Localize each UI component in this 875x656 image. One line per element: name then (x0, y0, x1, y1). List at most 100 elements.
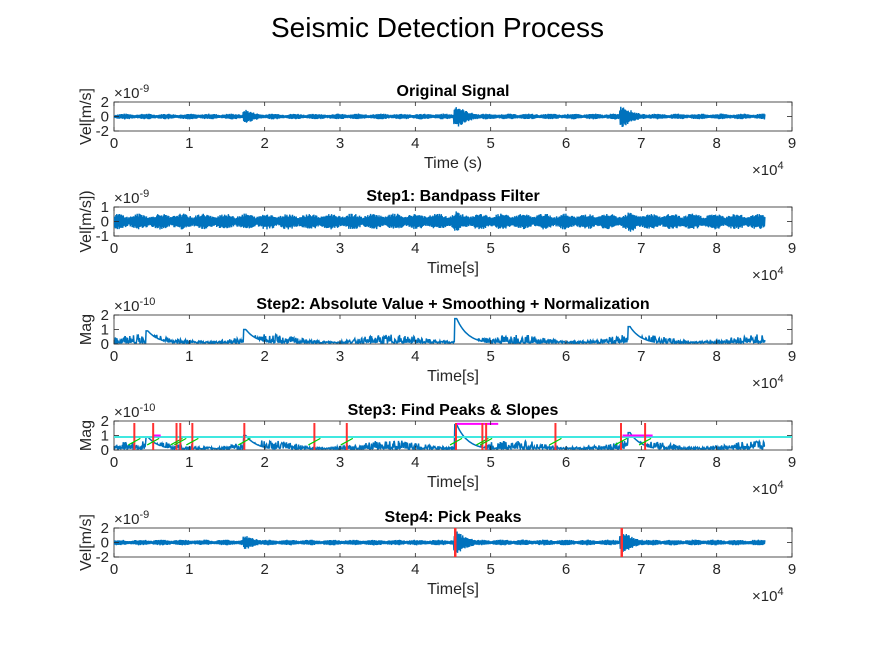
x-tick-label: 1 (185, 135, 193, 152)
signal-trace (114, 106, 766, 128)
trend-segment (638, 437, 652, 446)
y-exponent-label: ×10-10 (114, 296, 155, 315)
x-tick-label: 5 (486, 561, 494, 578)
y-tick-label: 2 (101, 307, 109, 324)
x-tick-label: 8 (712, 561, 720, 578)
y-tick-label: 1 (101, 322, 109, 339)
plot-area (114, 317, 766, 344)
x-tick-label: 4 (411, 454, 419, 471)
y-tick-label: 2 (101, 413, 109, 430)
y-axis-label: Vel[m/s] (78, 514, 95, 571)
x-tick-label: 4 (411, 561, 419, 578)
x-tick-label: 7 (637, 454, 645, 471)
x-tick-label: 3 (336, 135, 344, 152)
trend-segment (238, 437, 251, 446)
x-tick-label: 4 (411, 348, 419, 365)
figure-title: Seismic Detection Process (270, 12, 604, 43)
trend-segment (449, 437, 463, 446)
x-exponent-label: ×104 (752, 373, 784, 392)
y-axis-label: Vel[m/s] (78, 88, 95, 145)
x-tick-label: 0 (110, 348, 118, 365)
x-tick-label: 2 (260, 561, 268, 578)
y-tick-label: 1 (101, 199, 109, 216)
x-tick-label: 6 (562, 348, 570, 365)
x-tick-label: 9 (788, 348, 796, 365)
x-tick-label: 3 (336, 348, 344, 365)
x-tick-label: 9 (788, 240, 796, 257)
signal-trace (114, 211, 766, 232)
trend-segment (614, 437, 628, 446)
plot-area (114, 528, 766, 557)
x-tick-label: 4 (411, 135, 419, 152)
x-tick-label: 1 (185, 561, 193, 578)
y-axis-label: Mag (78, 314, 95, 345)
x-tick-label: 3 (336, 454, 344, 471)
y-tick-label: -2 (96, 549, 109, 566)
subplot-title: Step3: Find Peaks & Slopes (348, 402, 559, 419)
x-tick-label: 8 (712, 454, 720, 471)
x-tick-label: 3 (336, 240, 344, 257)
x-tick-label: 6 (562, 240, 570, 257)
x-exponent-label: ×104 (752, 160, 784, 179)
trend-segment (174, 437, 187, 446)
y-exponent-label: ×10-9 (114, 509, 149, 528)
trend-segment (549, 437, 562, 446)
x-tick-label: 9 (788, 561, 796, 578)
x-tick-label: 6 (562, 454, 570, 471)
subplot-title: Original Signal (397, 83, 510, 100)
x-axis-label: Time[s] (427, 581, 479, 598)
plot-area (114, 106, 766, 128)
axes-box (113, 420, 793, 451)
y-tick-label: 1 (101, 428, 109, 445)
y-exponent-label: ×10-9 (114, 83, 149, 102)
x-tick-label: 7 (637, 240, 645, 257)
plot-area (114, 211, 766, 232)
envelope-trace (114, 317, 766, 344)
x-tick-label: 1 (185, 454, 193, 471)
signal-trace (114, 531, 766, 554)
x-tick-label: 1 (185, 348, 193, 365)
x-tick-label: 2 (260, 454, 268, 471)
x-tick-label: 8 (712, 135, 720, 152)
x-tick-label: 4 (411, 240, 419, 257)
x-exponent-label: ×104 (752, 265, 784, 284)
x-axis-label: Time[s] (427, 260, 479, 277)
x-tick-label: 5 (486, 454, 494, 471)
trend-segment (128, 437, 141, 446)
y-axis-label: Mag (78, 420, 95, 451)
x-tick-label: 7 (637, 135, 645, 152)
y-tick-label: 2 (101, 94, 109, 111)
x-tick-label: 9 (788, 454, 796, 471)
x-tick-label: 7 (637, 561, 645, 578)
x-axis-label: Time[s] (427, 368, 479, 385)
y-tick-label: -1 (96, 228, 109, 245)
y-tick-label: 0 (101, 109, 109, 126)
trend-segment (479, 437, 493, 446)
x-tick-label: 5 (486, 135, 494, 152)
x-tick-label: 2 (260, 240, 268, 257)
x-tick-label: 9 (788, 135, 796, 152)
x-tick-label: 6 (562, 135, 570, 152)
envelope-trace (114, 423, 766, 450)
x-tick-label: 5 (486, 240, 494, 257)
y-tick-label: -2 (96, 123, 109, 140)
trend-segment (340, 437, 354, 446)
y-exponent-label: ×10-9 (114, 188, 149, 207)
trend-segment (146, 437, 160, 446)
x-axis-label: Time (s) (424, 155, 482, 172)
x-axis-label: Time[s] (427, 474, 479, 491)
trend-segment (308, 437, 321, 446)
x-tick-label: 7 (637, 348, 645, 365)
y-tick-label: 0 (101, 535, 109, 552)
x-tick-label: 8 (712, 240, 720, 257)
x-tick-label: 1 (185, 240, 193, 257)
trend-segment (186, 437, 199, 446)
y-tick-label: 0 (101, 214, 109, 231)
x-tick-label: 0 (110, 135, 118, 152)
